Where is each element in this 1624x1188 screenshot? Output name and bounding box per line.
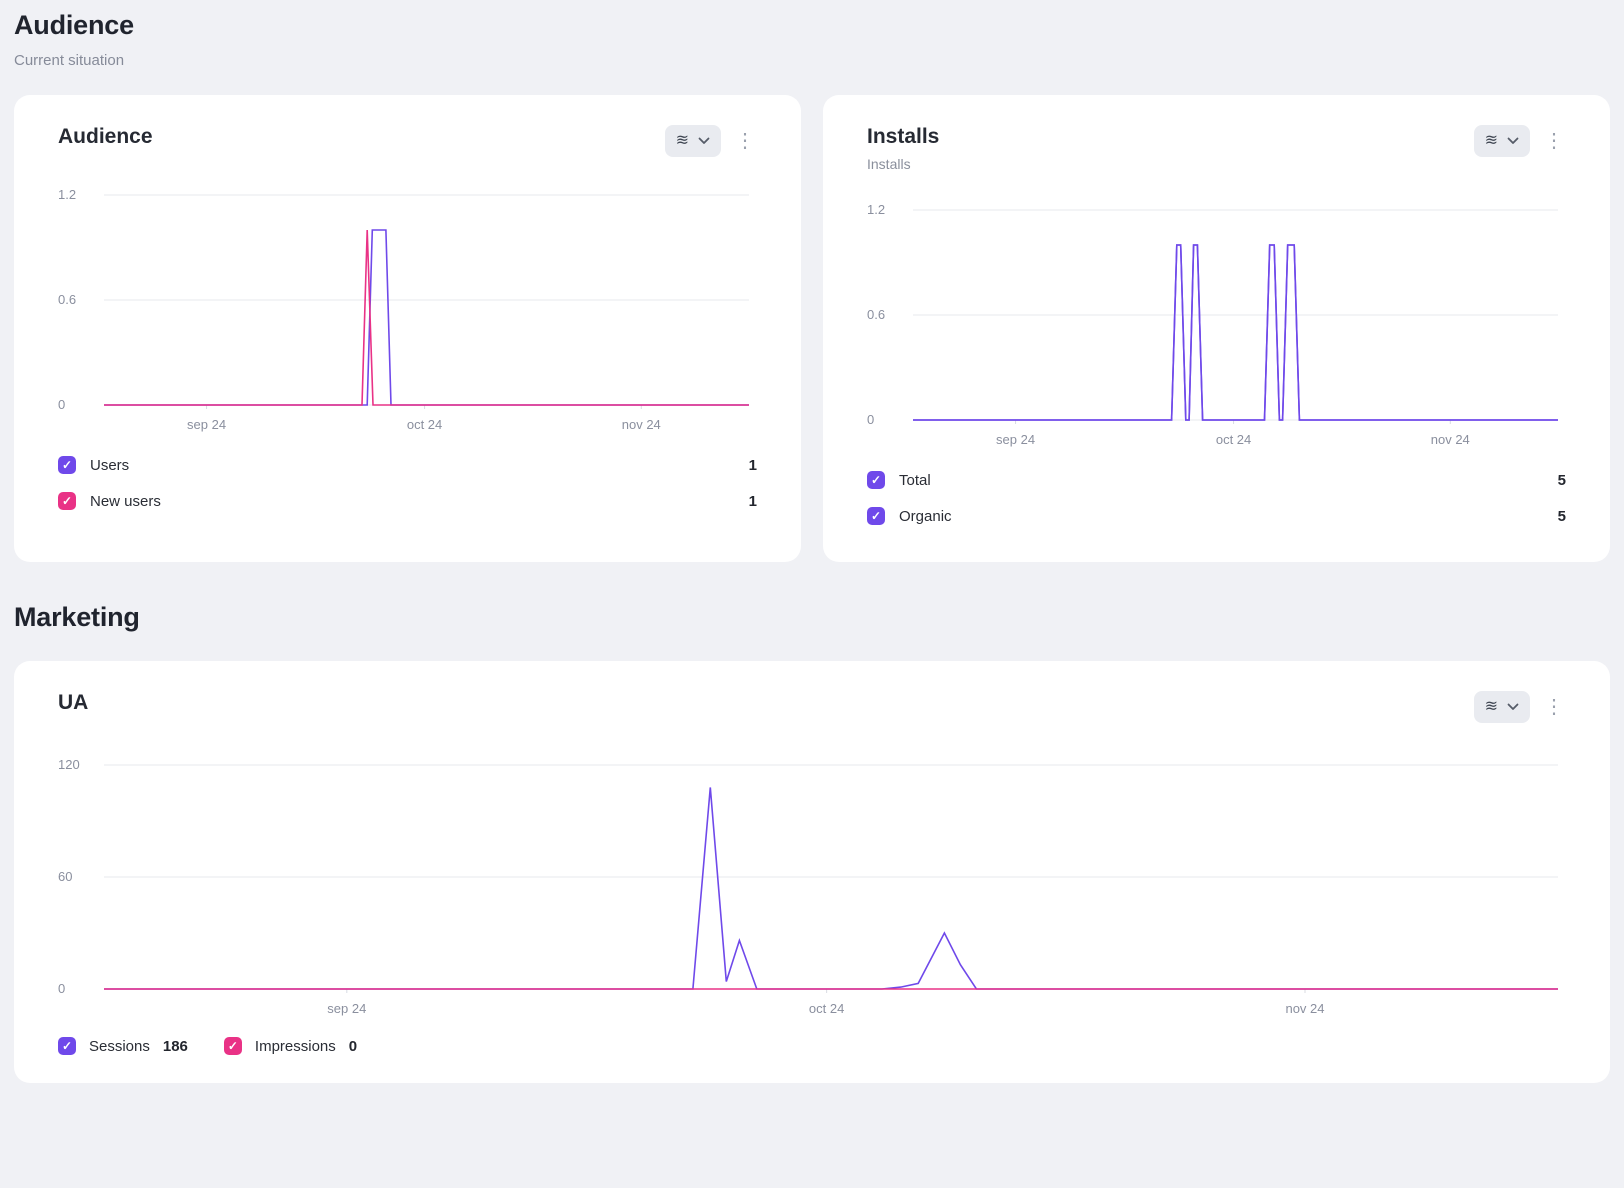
chevron-down-icon (1507, 137, 1519, 144)
chart-settings-button[interactable]: ≋ (664, 125, 721, 157)
card-ua: UA ≋ ⋮ 0 60 120 sep 24 oct 24 nov 24 ✓ Sessio… (14, 661, 1610, 1083)
checkbox-checked-icon[interactable]: ✓ (867, 471, 885, 489)
chart-svg: 0 60 120 sep 24 oct 24 nov 24 (58, 757, 1558, 1016)
card-heading: Audience (58, 125, 153, 149)
card-title-ua: UA (58, 691, 89, 714)
legend-value: 1 (748, 456, 757, 474)
card-installs: Installs Installs ≋ ⋮ 0 0.6 1.2 sep 24 oct 2… (823, 95, 1610, 562)
card-header: UA ≋ ⋮ (58, 691, 1566, 723)
chart-settings-button[interactable]: ≋ (1473, 125, 1530, 157)
x-tick-label: sep 24 (187, 417, 226, 432)
x-tick-label: oct 24 (809, 1001, 844, 1016)
chevron-down-icon (698, 137, 710, 144)
legend-label: Total (899, 471, 931, 489)
legend-value: 5 (1557, 507, 1566, 525)
series-users (104, 229, 749, 406)
x-tick-label: nov 24 (1285, 1001, 1324, 1016)
chart-svg: 0 0.6 1.2 sep 24 oct 24 nov 24 (58, 187, 749, 432)
card-controls: ≋ ⋮ (1473, 125, 1566, 157)
legend-label: Users (90, 456, 130, 474)
smoothing-icon: ≋ (1484, 132, 1498, 149)
section-title-audience: Audience (14, 10, 134, 40)
y-tick-label: 1.2 (58, 187, 76, 202)
legend-row-new-users[interactable]: ✓ New users 1 (58, 483, 757, 519)
legend-value: 5 (1557, 471, 1566, 489)
card-header: Audience ≋ ⋮ (58, 125, 757, 157)
legend: ✓ Total 5 ✓ Organic 5 (867, 462, 1566, 534)
audience-section-header: Audience Current situation (14, 10, 1610, 69)
ua-chart: 0 60 120 sep 24 oct 24 nov 24 (58, 753, 1566, 1019)
cards-row: Audience ≋ ⋮ 0 0.6 1.2 sep 24 oct 24 nov 24 ✓… (14, 95, 1610, 562)
series-new-users (104, 229, 749, 406)
x-tick-label: oct 24 (1216, 432, 1251, 447)
y-tick-label: 60 (58, 869, 72, 884)
x-tick-label: nov 24 (622, 417, 661, 432)
smoothing-icon: ≋ (675, 132, 689, 149)
series-sessions (104, 787, 1558, 990)
card-title-audience: Audience (58, 125, 153, 148)
card-heading: UA (58, 691, 88, 715)
legend-value: 1 (748, 492, 757, 510)
card-subtitle-installs: Installs (867, 156, 911, 172)
chevron-down-icon (1507, 703, 1519, 710)
card-audience: Audience ≋ ⋮ 0 0.6 1.2 sep 24 oct 24 nov 24 ✓… (14, 95, 801, 562)
audience-chart: 0 0.6 1.2 sep 24 oct 24 nov 24 (58, 183, 757, 435)
legend-label: Sessions (89, 1037, 150, 1055)
chart-svg: 0 0.6 1.2 sep 24 oct 24 nov 24 (867, 202, 1558, 447)
x-tick-label: oct 24 (407, 417, 442, 432)
y-tick-label: 0 (867, 412, 874, 427)
checkbox-checked-icon[interactable]: ✓ (58, 492, 76, 510)
legend: ✓ Sessions 186 ✓ Impressions 0 (58, 1037, 1566, 1055)
card-title-installs: Installs (867, 125, 940, 148)
checkbox-checked-icon[interactable]: ✓ (867, 507, 885, 525)
card-header: Installs Installs ≋ ⋮ (867, 125, 1566, 172)
installs-chart: 0 0.6 1.2 sep 24 oct 24 nov 24 (867, 198, 1566, 450)
y-tick-label: 1.2 (867, 202, 885, 217)
y-tick-label: 0.6 (867, 307, 885, 322)
page: Audience Current situation Audience ≋ ⋮ … (14, 10, 1610, 1083)
checkbox-checked-icon[interactable]: ✓ (58, 456, 76, 474)
legend-item-impressions[interactable]: ✓ Impressions 0 (223, 1037, 358, 1055)
y-tick-label: 0.6 (58, 292, 76, 307)
checkbox-checked-icon[interactable]: ✓ (223, 1037, 242, 1055)
legend: ✓ Users 1 ✓ New users 1 (58, 447, 757, 519)
checkbox-checked-icon[interactable]: ✓ (58, 1037, 76, 1055)
kebab-menu-icon[interactable]: ⋮ (1542, 693, 1566, 721)
legend-row-total[interactable]: ✓ Total 5 (867, 462, 1566, 498)
x-tick-label: sep 24 (996, 432, 1035, 447)
legend-label: Organic (899, 507, 952, 525)
y-tick-label: 0 (58, 981, 65, 996)
series-organic (913, 244, 1558, 421)
y-tick-label: 0 (58, 397, 65, 412)
chart-settings-button[interactable]: ≋ (1473, 691, 1530, 723)
x-tick-label: nov 24 (1431, 432, 1470, 447)
card-controls: ≋ ⋮ (1473, 691, 1566, 723)
x-tick-label: sep 24 (327, 1001, 366, 1016)
kebab-menu-icon[interactable]: ⋮ (733, 127, 757, 155)
legend-row-organic[interactable]: ✓ Organic 5 (867, 498, 1566, 534)
legend-item-sessions[interactable]: ✓ Sessions 186 (58, 1037, 188, 1055)
legend-label: Impressions (254, 1037, 336, 1055)
card-controls: ≋ ⋮ (664, 125, 757, 157)
smoothing-icon: ≋ (1484, 698, 1498, 715)
legend-row-users[interactable]: ✓ Users 1 (58, 447, 757, 483)
series-total (913, 244, 1558, 421)
legend-label: New users (90, 492, 161, 510)
section-subtitle-current-situation: Current situation (14, 52, 125, 69)
kebab-menu-icon[interactable]: ⋮ (1542, 127, 1566, 155)
card-heading: Installs Installs (867, 125, 939, 172)
section-title-marketing: Marketing (14, 602, 140, 632)
legend-value: 186 (162, 1037, 188, 1055)
y-tick-label: 120 (58, 757, 80, 772)
legend-value: 0 (348, 1037, 358, 1055)
